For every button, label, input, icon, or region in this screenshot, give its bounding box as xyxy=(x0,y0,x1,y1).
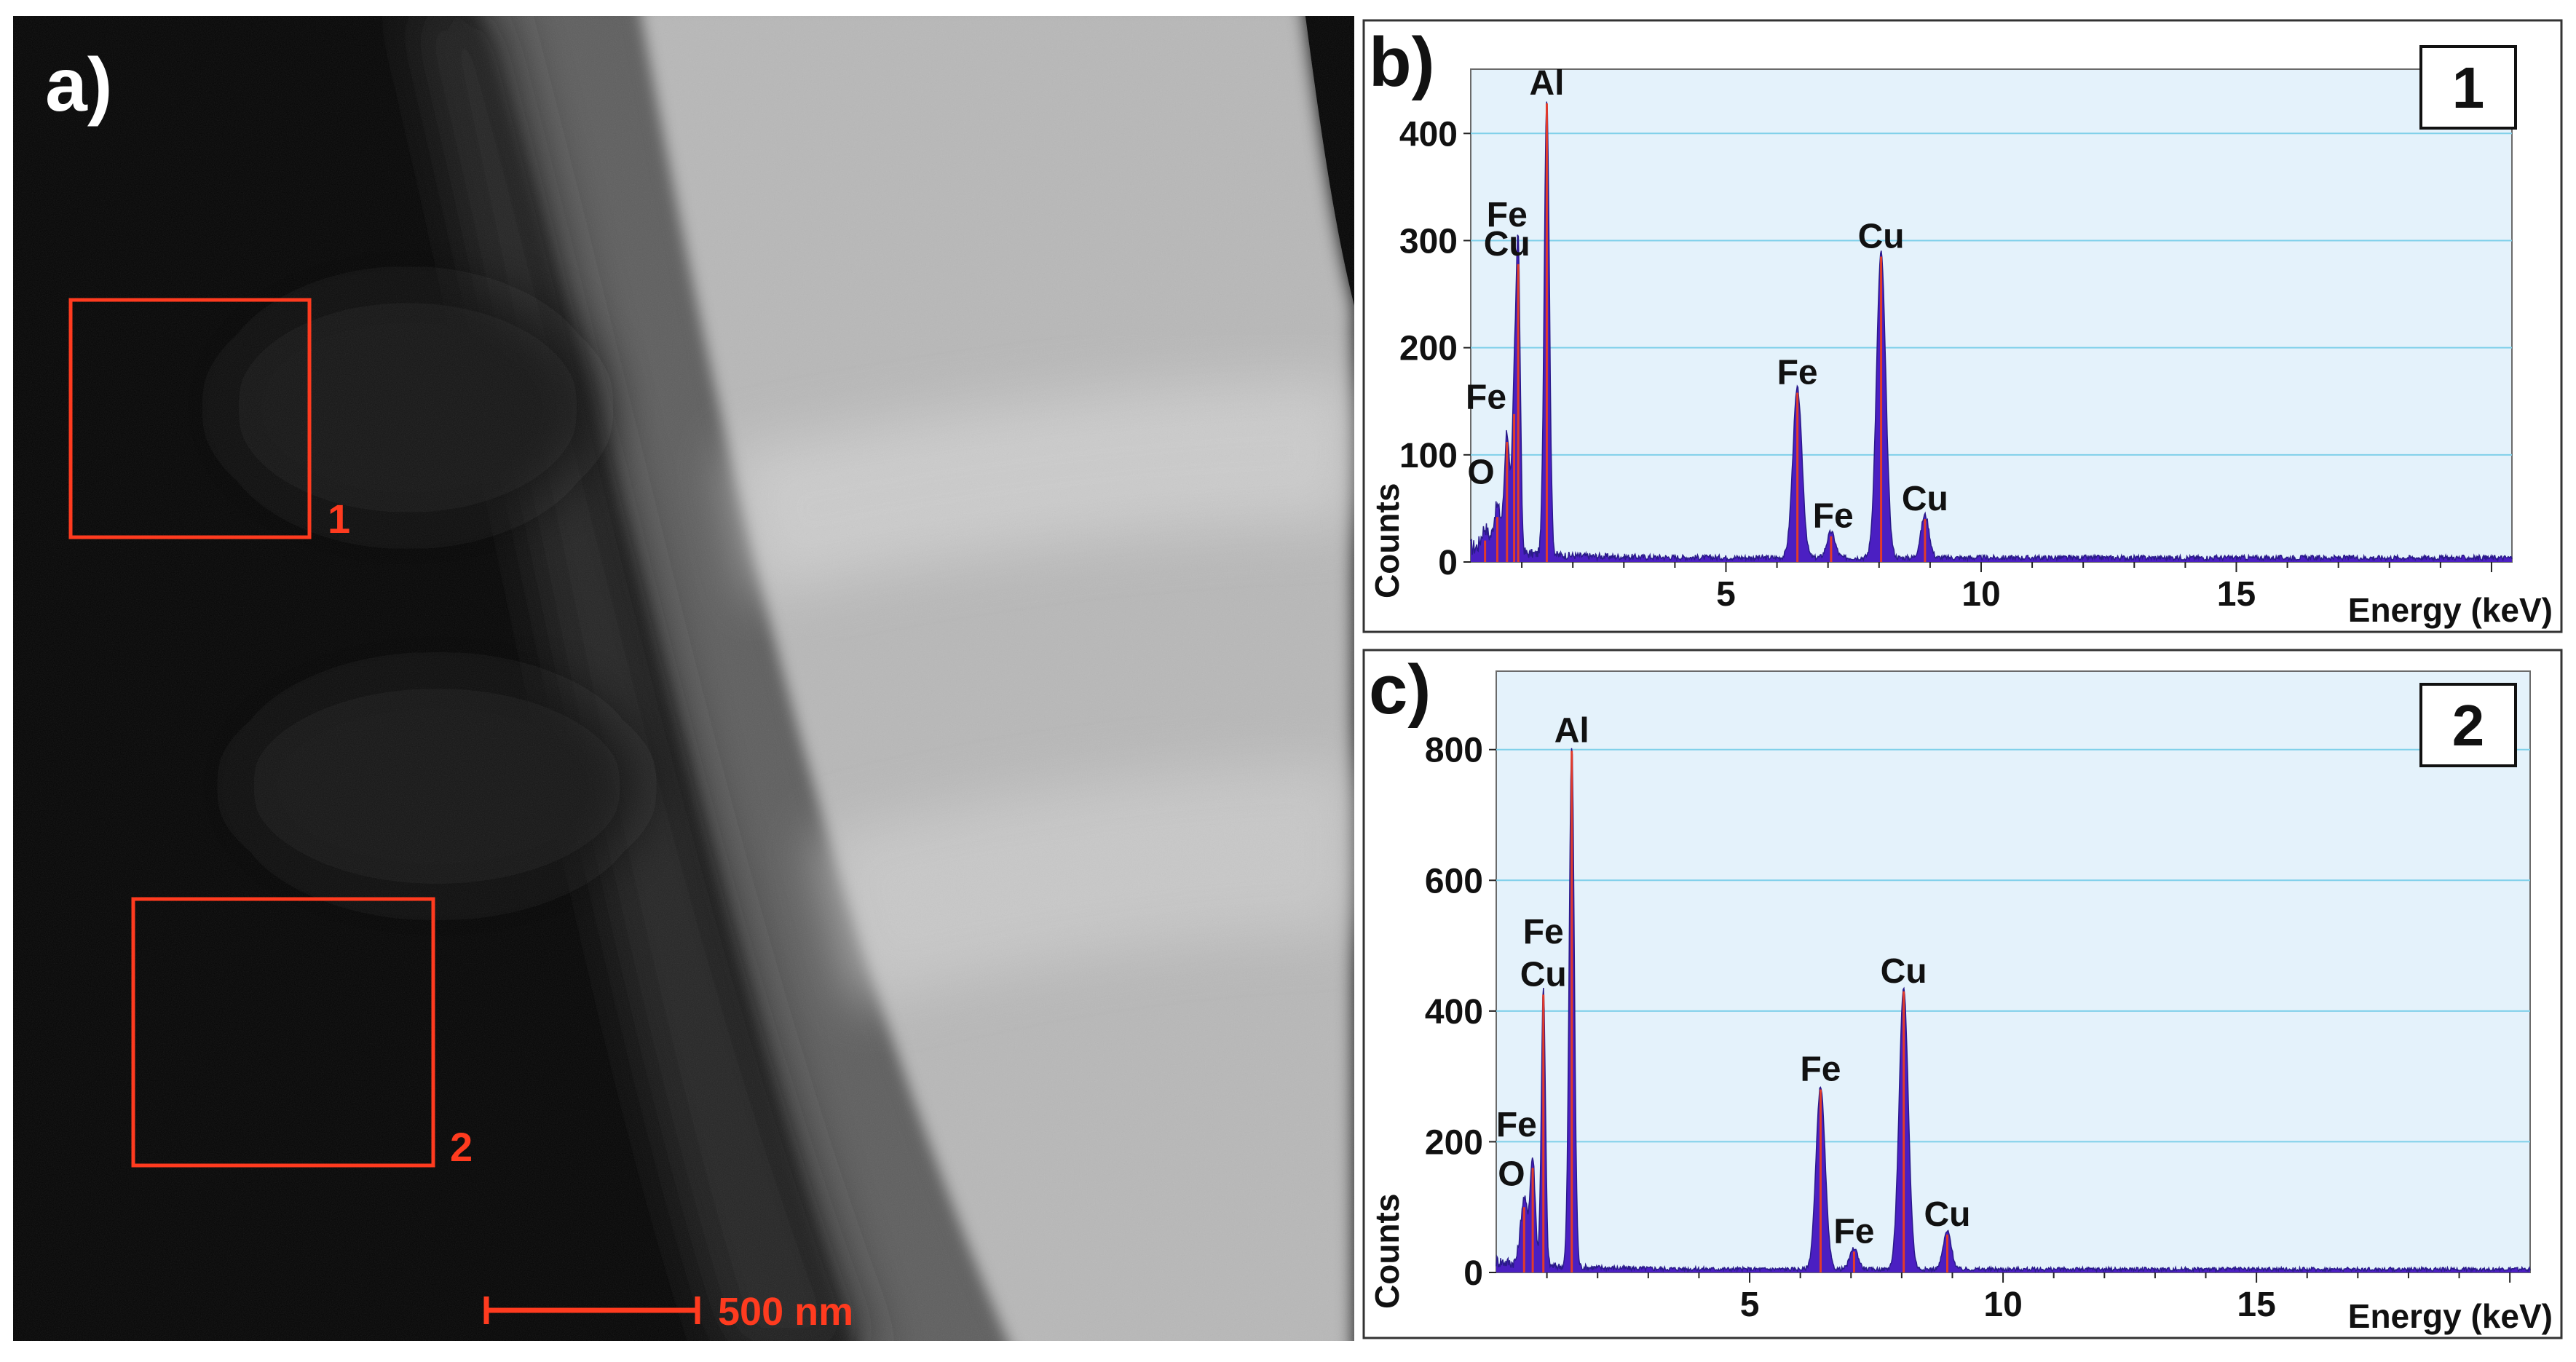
y-tick-label: 800 xyxy=(1425,732,1483,770)
x-tick-label: 15 xyxy=(2217,575,2256,614)
panel-a-label: a) xyxy=(45,43,112,127)
y-tick-label: 100 xyxy=(1399,437,1458,475)
panel-label: b) xyxy=(1369,23,1435,101)
peak-label-o: O xyxy=(1467,453,1494,491)
x-axis-label: Energy (keV) xyxy=(2348,1297,2553,1335)
scale-bar-label: 500 nm xyxy=(718,1290,853,1334)
plot-area xyxy=(1496,670,2531,1273)
spot-label: 2 xyxy=(2452,693,2485,758)
peak-label-cu: Cu xyxy=(1924,1195,1971,1234)
spectrum-line xyxy=(1470,101,2513,563)
panel-label: c) xyxy=(1369,651,1431,729)
peak-label-al: Al xyxy=(1554,712,1589,751)
peak-label-fe: Fe xyxy=(1496,1106,1537,1144)
y-axis-label: Counts xyxy=(1368,1194,1406,1309)
y-tick-label: 600 xyxy=(1425,862,1483,900)
x-tick-label: 5 xyxy=(1740,1286,1760,1324)
peak-label-cu: Cu xyxy=(1484,225,1530,264)
region-label-2: 2 xyxy=(450,1124,473,1170)
x-tick-label: 10 xyxy=(1961,575,2000,614)
peak-label-fe: Fe xyxy=(1800,1050,1841,1089)
y-tick-label: 300 xyxy=(1399,222,1458,261)
spectrum-line xyxy=(1496,748,2531,1273)
eds-spectrum-2: 0 200 400 600 800 5 10 15 Energy (keV) Counts Al Fe… xyxy=(1362,649,2563,1339)
y-axis-label: Counts xyxy=(1368,483,1406,598)
peak-label-al: Al xyxy=(1529,64,1564,103)
peak-label-fe: Fe xyxy=(1813,497,1854,536)
spot-label: 1 xyxy=(2452,55,2485,120)
peak-label-o: O xyxy=(1498,1155,1525,1193)
peak-label-cu: Cu xyxy=(1520,955,1567,994)
spot-box xyxy=(2419,45,2517,130)
peak-label-cu: Cu xyxy=(1858,218,1905,256)
y-tick-label: 0 xyxy=(1438,544,1458,582)
region-markers: 12 xyxy=(68,298,473,1170)
peak-label-fe: Fe xyxy=(1487,196,1528,234)
spot-box xyxy=(2419,683,2517,767)
peak-label-fe: Fe xyxy=(1466,378,1506,416)
region-label-1: 1 xyxy=(328,496,350,542)
y-tick-label: 400 xyxy=(1425,993,1483,1032)
scale-bar: 500 nm xyxy=(483,1290,853,1334)
plot-area xyxy=(1470,68,2513,563)
x-axis-label: Energy (keV) xyxy=(2348,591,2553,629)
y-tick-label: 0 xyxy=(1463,1254,1483,1293)
micrograph-panel: 12 500 nm a) xyxy=(13,16,1354,1341)
peak-label-cu: Cu xyxy=(1902,480,1948,518)
x-tick-label: 15 xyxy=(2237,1286,2275,1324)
region-box-2 xyxy=(131,897,435,1168)
micrograph-noise xyxy=(13,16,1354,1341)
peak-label-fe: Fe xyxy=(1777,353,1818,392)
y-tick-label: 200 xyxy=(1425,1123,1483,1162)
peak-label-fe: Fe xyxy=(1523,913,1564,951)
y-tick-label: 200 xyxy=(1399,330,1458,368)
x-tick-label: 10 xyxy=(1983,1286,2022,1324)
y-tick-label: 400 xyxy=(1399,115,1458,154)
eds-spectrum-1: 0 100 200 300 400 5 10 15 Energy (keV) Counts Al Fe… xyxy=(1362,19,2563,633)
region-box-1 xyxy=(68,298,312,539)
x-tick-label: 5 xyxy=(1716,575,1736,614)
peak-label-fe: Fe xyxy=(1833,1212,1874,1251)
peak-label-cu: Cu xyxy=(1881,952,1927,991)
